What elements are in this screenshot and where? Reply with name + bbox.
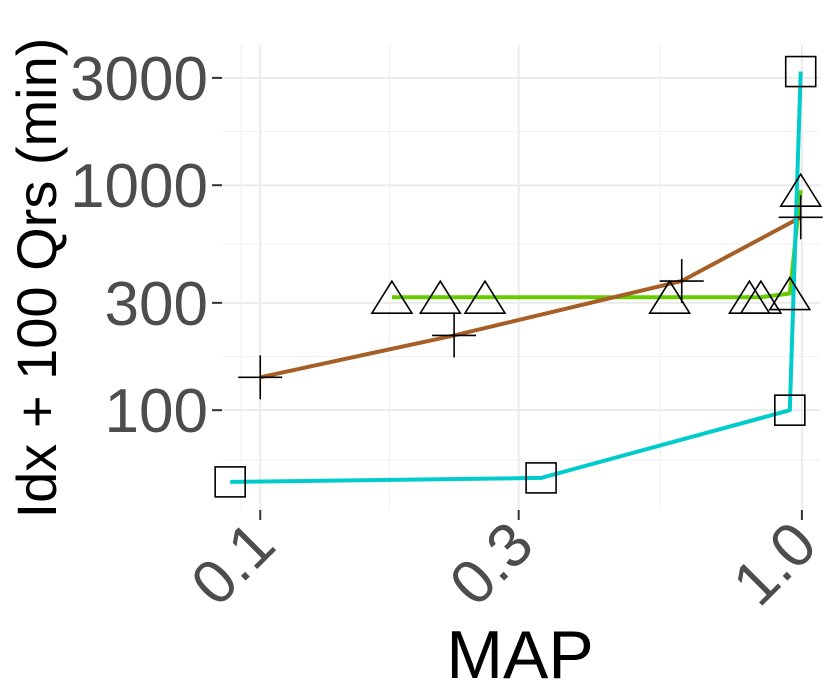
- series-0-point-6: [768, 276, 812, 311]
- series-1-point-1: [432, 313, 477, 358]
- y-tick-label-2: 1000: [70, 152, 208, 221]
- y-tick-label-0: 100: [105, 377, 208, 446]
- series-0-point-2: [463, 279, 507, 314]
- x-axis-title: MAP: [446, 617, 593, 692]
- series-2-point-1: [525, 462, 557, 494]
- series-2-point-0: [214, 466, 246, 498]
- series-layer: [230, 71, 803, 484]
- series-0-point-5: [739, 279, 783, 314]
- series-0-point-3: [648, 279, 692, 314]
- y-tick-label-3: 3000: [70, 45, 208, 114]
- axis-ticks: [212, 76, 803, 520]
- series-1-point-0: [238, 355, 283, 400]
- grid: [222, 45, 820, 510]
- marker-layer: [214, 55, 823, 498]
- series-line-2: [230, 71, 803, 484]
- series-0-point-0: [370, 279, 414, 314]
- series-0-point-1: [418, 279, 462, 314]
- x-tick-label-1: 0.3: [437, 509, 547, 619]
- series-line-1: [259, 215, 802, 380]
- x-tick-label-2: 1.0: [720, 509, 830, 619]
- y-tick-label-1: 300: [105, 270, 208, 339]
- series-line-0: [391, 189, 803, 300]
- series-1-point-2: [659, 259, 704, 304]
- series-2-point-2: [774, 394, 806, 426]
- series-2-point-3: [784, 55, 817, 88]
- y-axis-title: Idx + 100 Qrs (min): [5, 38, 68, 519]
- series-1-point-3: [778, 195, 823, 240]
- x-tick-label-0: 0.1: [178, 509, 288, 619]
